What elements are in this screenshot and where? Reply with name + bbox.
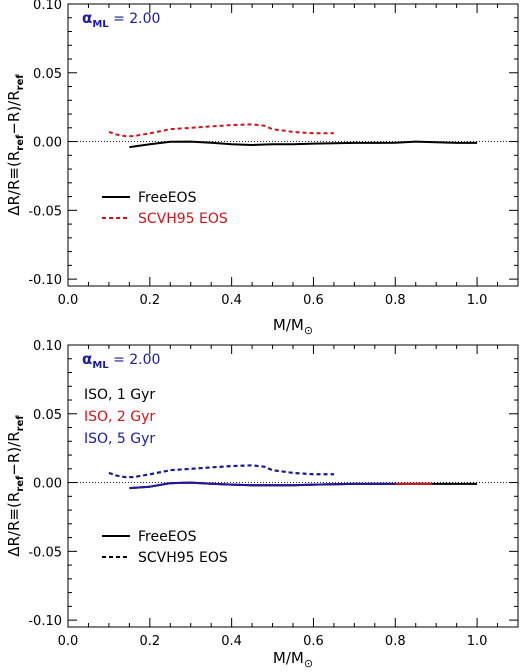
y-axis-title: ΔR/R≡(Rref−R)/Rref: [5, 415, 26, 557]
y-tick-label: 0.00: [33, 136, 62, 151]
x-axis-title-sub: ⊙: [304, 324, 313, 337]
x-tick-label: 0.2: [139, 293, 160, 308]
alpha-value: = 2.00: [109, 352, 161, 368]
legend-label: SCVH95 EOS: [138, 550, 228, 566]
y-tick-label: -0.10: [28, 273, 62, 288]
y-tick-label: 0.10: [33, 339, 62, 354]
series-line-freeeos-5-gyr: [129, 481, 396, 490]
x-axis-title: M/M⊙: [273, 649, 313, 670]
legend: FreeEOS SCVH95 EOS: [102, 529, 228, 566]
alpha-symbol: α: [82, 9, 92, 27]
legend-label: FreeEOS: [138, 529, 197, 545]
chart-panel-bottom: 0.0 0.2 0.4 0.6 0.8 1.0 0.10 0.05 0.00 -0.05 -0.10…: [5, 339, 519, 670]
alpha-ml-annotation: αML = 2.00: [82, 350, 160, 371]
y-axis-title-sub: ref: [15, 74, 26, 91]
series-line-scvh95-eos: [108, 123, 334, 138]
iso-age-label: ISO, 2 Gyr: [84, 409, 155, 425]
legend-label: SCVH95 EOS: [138, 211, 228, 227]
chart-panel-top: 0.0 0.2 0.4 0.6 0.8 1.0 0.10 0.05 0.00 -0.05 -0.10…: [5, 0, 519, 337]
x-tick-label: 0.6: [303, 293, 324, 308]
x-tick-label: 1.0: [467, 634, 488, 649]
y-axis-title-part: −R)/R: [5, 90, 23, 134]
x-tick-label: 0.8: [385, 293, 406, 308]
y-tick-label: 0.10: [33, 0, 62, 13]
y-axis-title-sub: ref: [15, 415, 26, 432]
y-tick-label: -0.05: [28, 204, 62, 219]
x-tick-label: 0.0: [58, 634, 79, 649]
x-tick-label: 0.4: [221, 634, 242, 649]
y-axis-title-part: −R)/R: [5, 431, 23, 475]
y-tick-label: 0.05: [33, 408, 62, 423]
x-axis-title-sub: ⊙: [304, 657, 313, 670]
x-axis-title: M/M⊙: [273, 316, 313, 337]
legend-label: FreeEOS: [138, 190, 197, 206]
y-tick-label: 0.00: [33, 477, 62, 492]
x-tick-label: 0.2: [139, 634, 160, 649]
y-tick-label: -0.05: [28, 545, 62, 560]
x-tick-label: 0.4: [221, 293, 242, 308]
y-axis-title-part: ΔR/R≡(R: [5, 492, 23, 557]
alpha-symbol: α: [82, 350, 92, 368]
y-tick-label: 0.05: [33, 67, 62, 82]
x-tick-label: 0.8: [385, 634, 406, 649]
legend: FreeEOS SCVH95 EOS: [102, 190, 228, 227]
x-axis-title-main: M/M: [273, 649, 304, 667]
y-axis-title-sub: ref: [15, 134, 26, 151]
y-tick-label: -0.10: [28, 614, 62, 629]
series-line-freeeos: [129, 140, 478, 149]
iso-age-label: ISO, 5 Gyr: [84, 431, 155, 447]
alpha-subscript: ML: [92, 360, 109, 371]
series-line-scvh95-eos-5-gyr: [108, 464, 334, 479]
iso-age-label: ISO, 1 Gyr: [84, 387, 155, 403]
y-axis-title-part: ΔR/R≡(R: [5, 151, 23, 216]
alpha-subscript: ML: [92, 19, 109, 30]
alpha-ml-annotation: αML = 2.00: [82, 9, 160, 30]
y-axis-title-sub: ref: [15, 475, 26, 492]
alpha-value: = 2.00: [109, 11, 161, 27]
x-tick-label: 0.6: [303, 634, 324, 649]
x-tick-label: 1.0: [467, 293, 488, 308]
x-tick-label: 0.0: [58, 293, 79, 308]
y-axis-title: ΔR/R≡(Rref−R)/Rref: [5, 74, 26, 216]
x-axis-title-main: M/M: [273, 316, 304, 334]
